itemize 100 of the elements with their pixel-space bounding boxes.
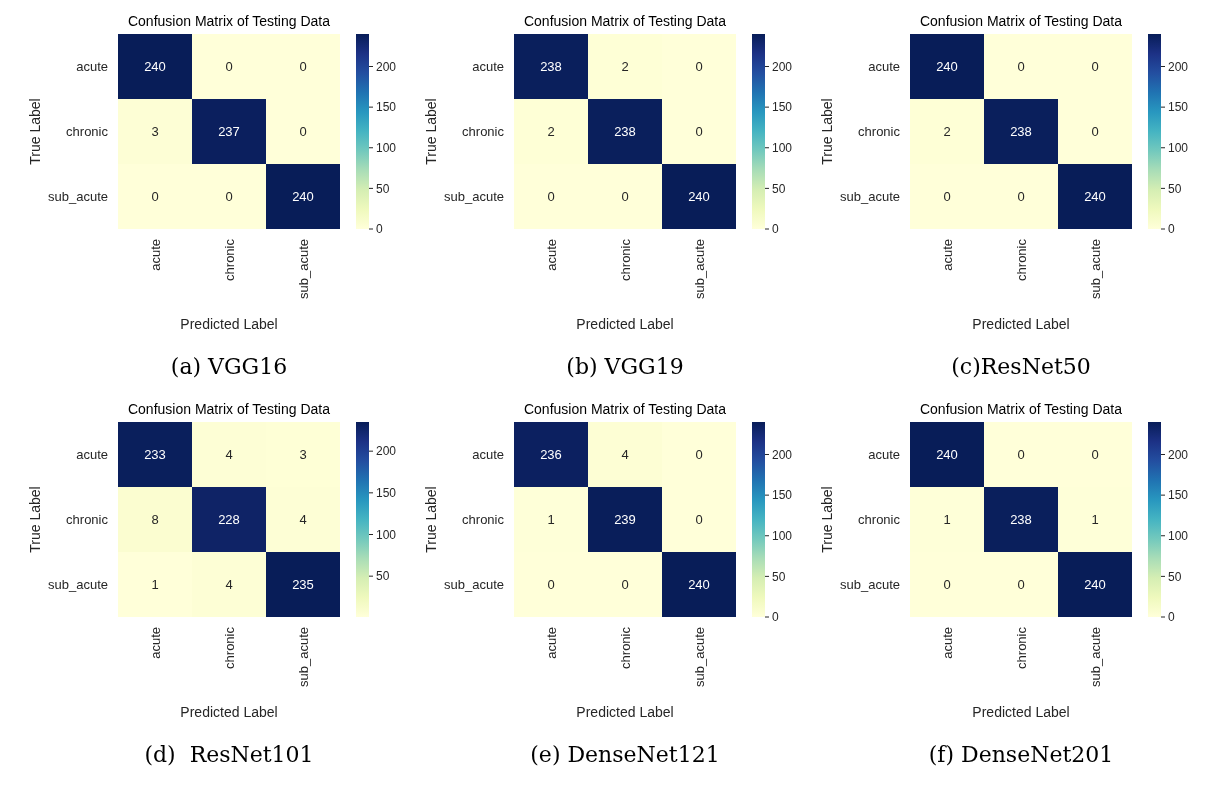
data-label: 237 <box>218 124 240 140</box>
color-bar-label: 100 <box>376 527 397 542</box>
x-tick-label: sub_acute <box>1087 627 1103 687</box>
y-axis-title: True Label <box>819 486 835 553</box>
data-label: 238 <box>540 59 562 75</box>
y-tick-label: sub_acute <box>48 189 108 205</box>
chart-title: Confusion Matrix of Testing Data <box>127 401 331 417</box>
y-tick-label: acute <box>868 59 900 75</box>
data-label: 4 <box>299 512 307 528</box>
data-label: 0 <box>621 189 629 205</box>
x-tick-label: sub_acute <box>295 627 311 687</box>
y-tick-label: sub_acute <box>444 189 504 205</box>
data-label: 0 <box>1017 577 1025 593</box>
x-tick-label: acute <box>147 627 163 659</box>
data-label: 2 <box>621 59 629 75</box>
x-tick-label: acute <box>939 627 955 659</box>
data-label: 0 <box>1017 59 1025 75</box>
y-tick-label: chronic <box>462 512 505 528</box>
x-tick-label: sub_acute <box>691 239 707 299</box>
color-bar-label: 50 <box>1168 181 1182 196</box>
color-bar-label: 200 <box>376 444 397 459</box>
x-tick-label: chronic <box>221 626 237 669</box>
color-bar-label: 200 <box>772 59 793 74</box>
data-label: 0 <box>299 124 307 140</box>
data-label: 2 <box>547 124 555 140</box>
x-tick-label: acute <box>543 239 559 271</box>
x-axis-title: Predicted Label <box>576 316 674 332</box>
data-label: 0 <box>695 447 703 463</box>
y-axis-title: True Label <box>423 98 439 165</box>
data-label: 239 <box>614 512 636 528</box>
data-label: 0 <box>547 189 555 205</box>
y-tick-label: acute <box>868 447 900 463</box>
color-bar-label: 0 <box>772 610 779 625</box>
color-bar-label: 100 <box>1168 528 1189 543</box>
color-bar-label: 150 <box>1168 100 1189 115</box>
data-label: 3 <box>151 124 159 140</box>
data-label: 0 <box>1017 189 1025 205</box>
x-tick-label: acute <box>939 239 955 271</box>
data-label: 4 <box>225 577 233 593</box>
x-tick-label: chronic <box>617 238 633 281</box>
data-label: 240 <box>144 59 166 75</box>
x-axis-title: Predicted Label <box>972 704 1070 720</box>
chart-title: Confusion Matrix of Testing Data <box>523 401 727 417</box>
color-bar-label: 100 <box>376 140 397 155</box>
color-bar-label: 150 <box>772 488 793 503</box>
y-axis-title: True Label <box>819 98 835 165</box>
color-bar-label: 200 <box>376 59 397 74</box>
data-label: 8 <box>151 512 159 528</box>
text: (c)ResNet50 <box>951 354 1091 379</box>
x-tick-label: sub_acute <box>1087 239 1103 299</box>
x-tick-label: acute <box>543 627 559 659</box>
y-tick-label: sub_acute <box>48 577 108 593</box>
x-axis-title: Predicted Label <box>972 316 1070 332</box>
y-tick-label: chronic <box>858 512 901 528</box>
color-bar-label: 200 <box>772 447 793 462</box>
x-axis-title: Predicted Label <box>180 704 278 720</box>
data-label: 0 <box>547 577 555 593</box>
color-bar-label: 0 <box>376 222 383 237</box>
data-label: 1 <box>943 512 951 528</box>
color-bar-label: 100 <box>772 140 793 155</box>
data-label: 0 <box>1091 124 1099 140</box>
data-label: 238 <box>1010 124 1032 140</box>
data-label: 2 <box>943 124 951 140</box>
chart-title: Confusion Matrix of Testing Data <box>919 401 1123 417</box>
data-label: 0 <box>225 189 233 205</box>
color-bar-label: 50 <box>772 181 786 196</box>
data-label: 233 <box>144 447 166 463</box>
y-tick-label: acute <box>472 447 504 463</box>
color-bar-label: 100 <box>772 528 793 543</box>
data-label: 4 <box>621 447 629 463</box>
color-bar-label: 50 <box>772 569 786 584</box>
y-tick-label: acute <box>76 59 108 75</box>
text: (b) VGG19 <box>566 354 684 379</box>
data-label: 4 <box>225 447 233 463</box>
chart-title: Confusion Matrix of Testing Data <box>127 13 331 29</box>
data-label: 0 <box>943 189 951 205</box>
data-label: 1 <box>1091 512 1099 528</box>
y-axis-title: True Label <box>27 98 43 165</box>
x-tick-label: acute <box>147 239 163 271</box>
y-tick-label: sub_acute <box>840 577 900 593</box>
chart-title: Confusion Matrix of Testing Data <box>523 13 727 29</box>
data-label: 238 <box>614 124 636 140</box>
y-tick-label: chronic <box>66 512 109 528</box>
text: (d) ResNet101 <box>144 742 314 767</box>
data-label: 0 <box>621 577 629 593</box>
y-tick-label: chronic <box>66 124 109 140</box>
data-label: 1 <box>151 577 159 593</box>
color-bar-label: 150 <box>376 486 397 501</box>
color-bar-label: 0 <box>772 222 779 237</box>
text: (e) DenseNet121 <box>530 742 720 767</box>
x-tick-label: chronic <box>1013 238 1029 281</box>
data-label: 240 <box>688 189 710 205</box>
y-tick-label: chronic <box>462 124 505 140</box>
color-bar-label: 200 <box>1168 447 1189 462</box>
x-tick-label: chronic <box>617 626 633 669</box>
data-label: 236 <box>540 447 562 463</box>
x-tick-label: sub_acute <box>295 239 311 299</box>
data-label: 0 <box>695 512 703 528</box>
color-bar-label: 150 <box>772 100 793 115</box>
x-tick-label: sub_acute <box>691 627 707 687</box>
